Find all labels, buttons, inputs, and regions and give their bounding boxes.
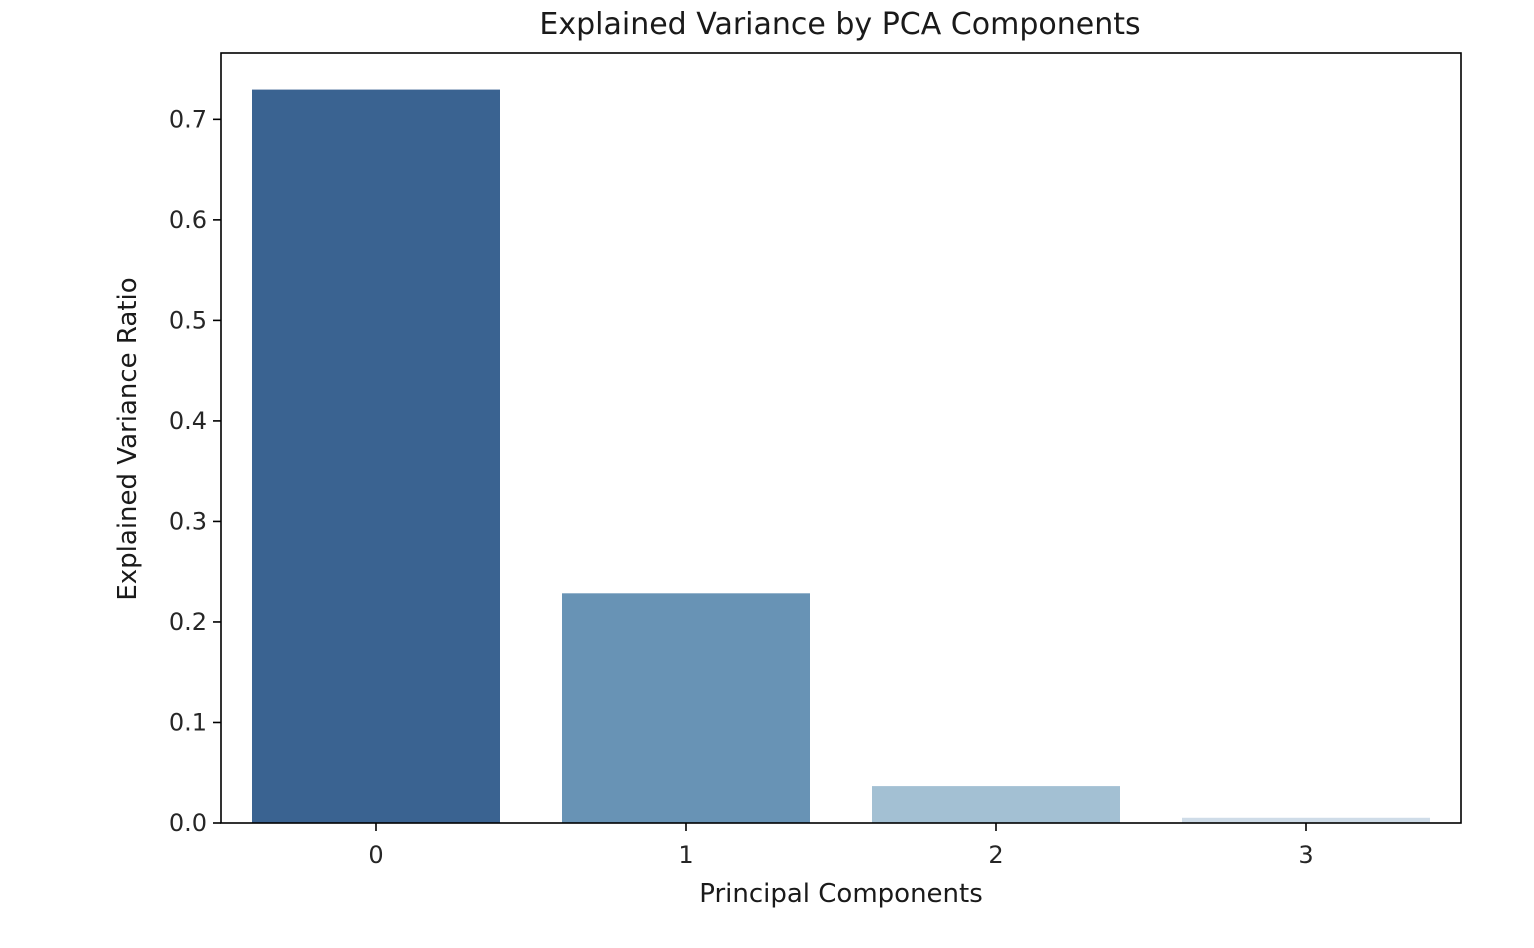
bars-group (252, 89, 1430, 823)
x-axis-title: Principal Components (699, 879, 983, 909)
y-tick-label: 0.1 (169, 708, 207, 736)
y-tick-label: 0.4 (169, 407, 207, 435)
x-tick-label: 3 (1298, 841, 1313, 869)
x-axis-ticks: 0 1 2 3 (368, 823, 1314, 869)
y-tick-label: 0.7 (169, 105, 207, 133)
y-axis-title: Explained Variance Ratio (113, 277, 143, 600)
bar-component-0 (252, 89, 500, 823)
bar-component-2 (872, 786, 1120, 823)
x-tick-label: 2 (988, 841, 1003, 869)
y-tick-label: 0.3 (169, 507, 207, 535)
y-tick-label: 0.5 (169, 306, 207, 334)
y-tick-label: 0.2 (169, 608, 207, 636)
bar-component-3 (1182, 817, 1430, 823)
plot-frame (220, 52, 1462, 824)
y-tick-label: 0.0 (169, 809, 207, 837)
x-tick-label: 1 (678, 841, 693, 869)
y-axis-ticks: 0.0 0.1 0.2 0.3 0.4 0.5 0.6 0.7 (169, 105, 221, 837)
bar-component-1 (562, 593, 810, 823)
y-tick-label: 0.6 (169, 206, 207, 234)
chart-title: Explained Variance by PCA Components (539, 7, 1140, 42)
x-tick-label: 0 (368, 841, 383, 869)
